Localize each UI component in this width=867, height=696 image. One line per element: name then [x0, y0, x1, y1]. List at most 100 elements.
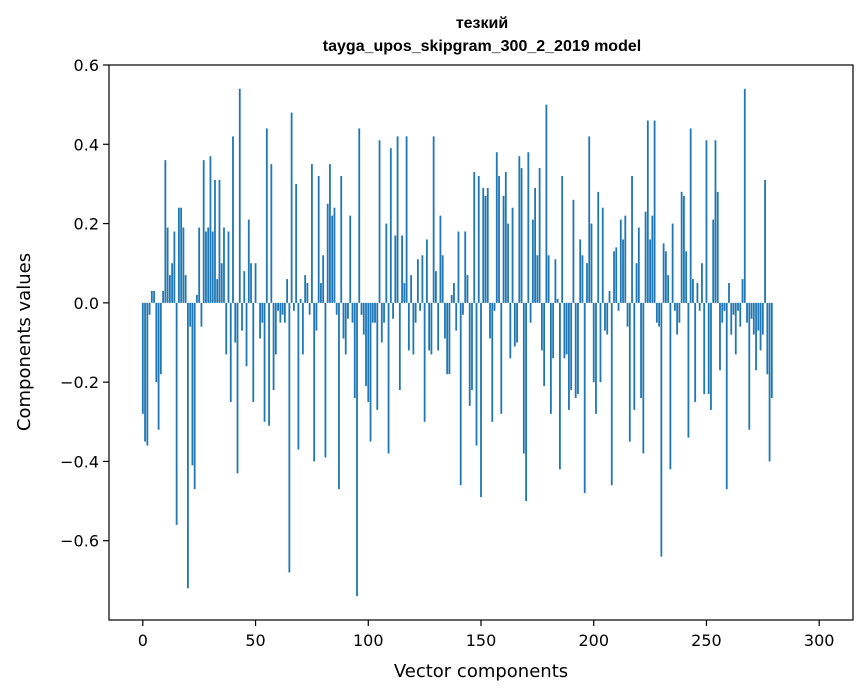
y-axis-label: Components values: [14, 253, 35, 431]
bar: [419, 302, 422, 311]
bar: [721, 302, 724, 323]
y-tick-label: −0.6: [60, 532, 99, 551]
y-tick-label: 0.0: [74, 294, 99, 313]
bar: [292, 302, 295, 311]
bar: [155, 302, 158, 383]
bar: [344, 302, 347, 355]
bar: [489, 302, 491, 339]
bar: [671, 223, 674, 303]
bar: [529, 302, 532, 323]
bar: [608, 290, 611, 303]
bar: [315, 302, 318, 331]
bar: [559, 302, 561, 470]
bar: [640, 302, 642, 398]
bar: [159, 302, 162, 375]
bar: [450, 294, 453, 303]
bar: [202, 160, 205, 303]
bar: [223, 227, 225, 303]
bar: [412, 302, 415, 355]
bar: [768, 302, 771, 462]
bar: [175, 302, 178, 525]
bar: [394, 235, 397, 303]
bar: [491, 302, 494, 422]
bar: [322, 255, 325, 303]
bar: [265, 128, 268, 303]
bar: [617, 302, 620, 311]
bar: [574, 302, 577, 398]
bar: [168, 275, 171, 303]
bar: [599, 302, 602, 383]
bar: [667, 275, 670, 303]
bar: [198, 227, 201, 303]
x-axis-ticks: 0 50 100 150 200 250 300: [138, 620, 834, 650]
bar: [268, 302, 270, 426]
bar: [680, 191, 683, 303]
bar: [662, 243, 665, 303]
bar: [455, 302, 458, 331]
bar: [171, 263, 174, 303]
bar: [689, 128, 692, 303]
bar: [306, 283, 309, 303]
bar: [180, 207, 183, 303]
bar: [459, 302, 462, 486]
bar: [290, 112, 293, 303]
bar: [326, 203, 329, 303]
bar: [214, 179, 216, 303]
bar: [615, 247, 618, 303]
bar: [308, 302, 311, 315]
bar: [482, 187, 485, 303]
bar: [299, 298, 302, 303]
bar: [216, 279, 219, 303]
x-tick-label: 150: [466, 631, 497, 650]
bar: [676, 302, 679, 335]
bar: [144, 302, 146, 442]
bar: [383, 302, 385, 323]
bar: [493, 302, 496, 311]
bar: [148, 302, 151, 315]
bar: [705, 140, 708, 303]
bar: [279, 302, 282, 323]
bar: [209, 156, 212, 303]
chart-subtitle: tayga_upos_skipgram_300_2_2019 model: [323, 38, 641, 55]
bar: [365, 302, 367, 387]
bar: [590, 223, 593, 303]
bar: [281, 302, 284, 315]
bar: [759, 302, 762, 351]
bar: [475, 302, 478, 446]
bar: [335, 302, 338, 315]
bar: [349, 215, 352, 303]
bar: [642, 302, 645, 454]
bar: [270, 164, 273, 303]
bar: [540, 302, 543, 351]
bar: [746, 302, 748, 323]
bar: [358, 128, 361, 303]
y-tick-label: 0.4: [74, 135, 99, 154]
bar: [480, 302, 482, 498]
bar: [205, 231, 207, 303]
bar: [387, 302, 390, 454]
bar: [184, 275, 187, 303]
bar: [367, 302, 370, 402]
bar: [581, 255, 584, 303]
bar: [283, 302, 286, 323]
bar: [732, 302, 735, 315]
bar: [628, 302, 631, 442]
bar: [473, 172, 476, 303]
bar: [712, 219, 715, 303]
bar: [525, 302, 527, 502]
bar: [277, 302, 279, 311]
bar: [538, 168, 541, 303]
chart-title: тезкий: [456, 15, 508, 32]
bar: [466, 275, 469, 303]
bar: [719, 302, 721, 371]
bar: [586, 263, 588, 303]
bar: [757, 302, 760, 331]
bar: [207, 227, 210, 303]
bar: [272, 302, 275, 391]
bar: [189, 302, 192, 327]
bar: [552, 302, 555, 359]
y-axis-ticks: 0.6 0.4 0.2 0.0 −0.2 −0.4 −0.6: [60, 56, 109, 551]
bar: [554, 259, 557, 303]
bar: [338, 302, 340, 490]
bar: [583, 302, 586, 494]
